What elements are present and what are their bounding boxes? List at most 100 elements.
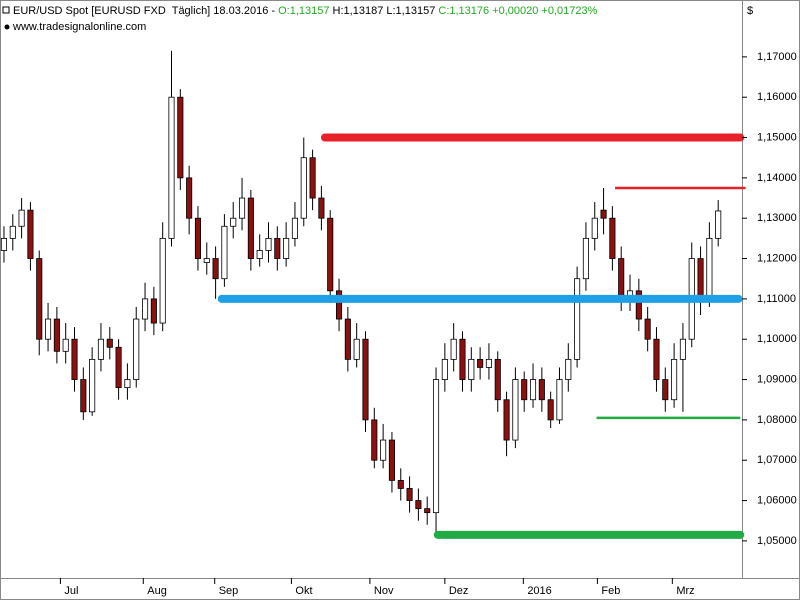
header-icon (2, 6, 10, 14)
candle-body (80, 379, 87, 413)
candle-body (344, 318, 351, 360)
candle-body (177, 96, 184, 179)
x-tick-label: Nov (374, 585, 394, 597)
candle-body (194, 217, 202, 259)
candle-body (27, 209, 34, 259)
candle-body (133, 318, 140, 380)
y-tick-label: 1,06000 (757, 494, 797, 506)
candle-body (265, 237, 272, 251)
currency: $ (747, 5, 753, 17)
marks (0, 50, 746, 539)
candle-body (62, 338, 69, 352)
y-tick-label: 1,14000 (757, 172, 797, 184)
y-tick-label: 1,07000 (757, 454, 797, 466)
candle-body (247, 197, 254, 259)
y-tick-label: 1,13000 (757, 212, 797, 224)
source: www.tradesignalonline.com (12, 21, 146, 33)
candle-body (485, 358, 492, 368)
candle-body (432, 379, 440, 514)
candle-body (715, 210, 722, 239)
candle-body (397, 479, 404, 489)
candle-body (9, 225, 16, 239)
candle-body (0, 237, 8, 251)
candle-body (538, 379, 545, 401)
axis-frame (742, 0, 800, 579)
candle-body (71, 338, 78, 380)
ohlc-part: C:1,13176 +0,00020 +0,01723% (438, 5, 597, 17)
candle-body (591, 217, 598, 239)
candle-body (679, 338, 686, 360)
candle-body (327, 217, 334, 292)
candle-body (529, 379, 537, 401)
x-tick-label: Okt (295, 585, 312, 597)
candle-body (256, 250, 263, 259)
candle-body (106, 338, 113, 348)
candle-body (697, 258, 704, 300)
candle-body (318, 197, 325, 219)
candle-body (512, 379, 519, 441)
candle-body (662, 379, 669, 401)
x-tick-label: Sep (219, 585, 239, 597)
x-tick-label: Mrz (676, 585, 694, 597)
candle-body (468, 358, 475, 380)
candle-body (547, 399, 554, 421)
candle-body (142, 298, 149, 320)
candle-body (503, 399, 510, 441)
y-tick-label: 1,09000 (757, 373, 797, 385)
y-tick-label: 1,16000 (757, 91, 797, 103)
candle-body (230, 217, 237, 227)
candle-body (609, 217, 616, 259)
candle-body (300, 157, 307, 219)
candle-body (556, 379, 563, 421)
x-tick-label: Feb (601, 585, 620, 597)
candle-body (459, 338, 466, 380)
candle-body (274, 237, 281, 259)
candle-body (238, 197, 246, 219)
candle-body (362, 338, 369, 421)
title: EUR/USD Spot [EURUSD FXD Täglich] 18.03.… (13, 5, 278, 17)
candle-body (450, 338, 457, 360)
candle-body (150, 298, 157, 324)
candle-body (186, 177, 193, 219)
y-tick-label: 1,08000 (757, 414, 797, 426)
ohlc-part: O:1,13157 (278, 5, 329, 17)
ohlc: O:1,13157 H:1,13187 L:1,13157 C:1,13176 … (278, 5, 597, 17)
candle-body (477, 358, 484, 368)
candle-body (388, 439, 395, 481)
x-tick-label: 2016 (527, 585, 551, 597)
x-tick-label: Aug (147, 585, 167, 597)
candle-body (415, 500, 422, 510)
candle-body (441, 358, 448, 380)
candle-body (582, 237, 589, 280)
candle-body (115, 346, 122, 389)
candle-body (36, 258, 43, 340)
candle-body (203, 258, 210, 263)
candle-body (335, 290, 343, 320)
y-tick-label: 1,05000 (757, 535, 797, 547)
header: EUR/USD Spot [EURUSD FXD Täglich] 18.03.… (13, 5, 598, 17)
candle-body (89, 358, 96, 413)
candle-body (371, 419, 378, 461)
y-tick-label: 1,15000 (757, 131, 797, 143)
candle-body (124, 379, 131, 389)
y-tick-label: 1,17000 (757, 51, 797, 63)
candle-body (380, 439, 387, 461)
candle-body (283, 237, 290, 259)
y-tick-label: 1,11000 (757, 293, 796, 305)
candle-body (45, 318, 52, 340)
x-tick-label: Jul (64, 585, 78, 597)
candle-body (635, 290, 642, 320)
candle-body (97, 338, 105, 360)
candle-body (291, 217, 298, 239)
candle-body (494, 358, 501, 401)
candle-body (574, 278, 581, 360)
candle-body (221, 225, 228, 280)
ohlc-part: H:1,13187 L:1,13157 (330, 5, 439, 17)
candle-body (53, 318, 60, 352)
candle-body (653, 338, 660, 380)
y-tick-label: 1,12000 (757, 252, 797, 264)
candle-body (565, 358, 572, 380)
candle-body (406, 488, 413, 501)
plot-frame (0, 0, 743, 579)
candle-body (644, 318, 651, 340)
